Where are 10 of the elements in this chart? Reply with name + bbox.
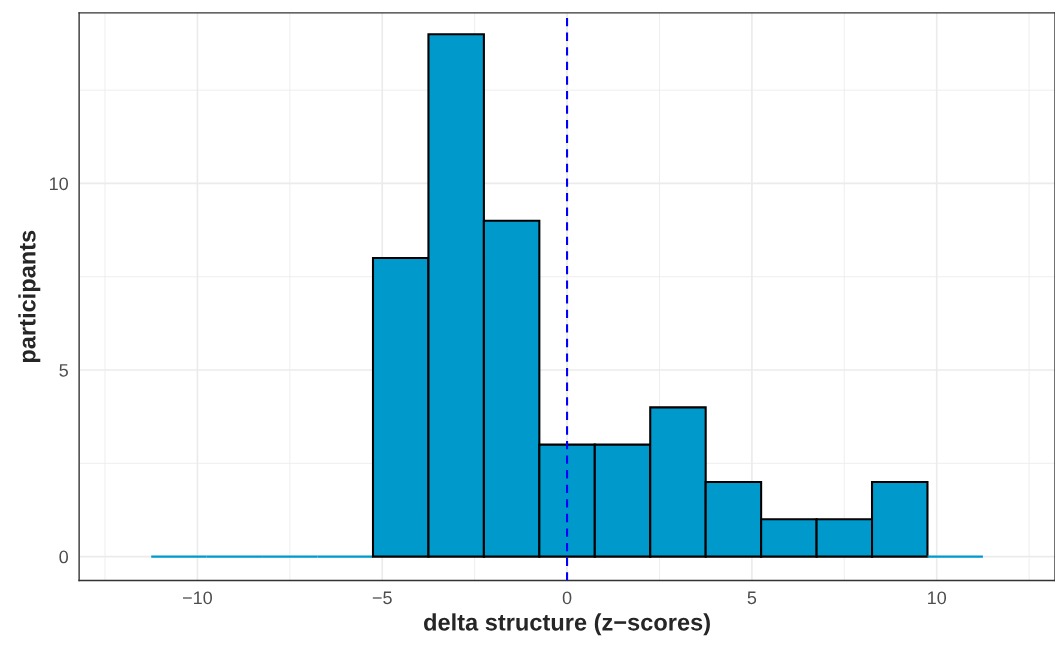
y-tick-label: 5 bbox=[59, 364, 68, 377]
x-tick-label: 10 bbox=[928, 591, 947, 605]
x-tick-label: −10 bbox=[182, 591, 213, 605]
x-tick-label: 5 bbox=[747, 591, 757, 605]
y-tick-label: 10 bbox=[50, 177, 68, 191]
x-axis-title: delta structure (z−scores) bbox=[424, 613, 710, 636]
x-tick-label: −5 bbox=[372, 591, 392, 605]
y-axis-title: participants bbox=[18, 230, 41, 363]
x-tick-label: 0 bbox=[562, 591, 572, 605]
y-tick-label: 0 bbox=[59, 550, 68, 564]
